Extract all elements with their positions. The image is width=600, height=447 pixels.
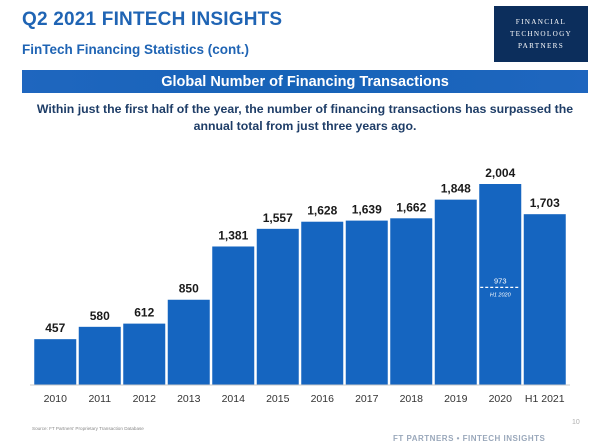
bar-value-label: 1,703 (530, 196, 560, 210)
x-tick-label: 2015 (266, 393, 290, 405)
footer-brand: FT PARTNERS • FINTECH INSIGHTS (393, 434, 546, 443)
source-note: Source: FT Partners' Proprietary Transac… (32, 426, 144, 431)
bar (123, 323, 166, 385)
bar-value-label: 457 (45, 321, 65, 335)
chart-note-line: Within just the first half of the year, … (36, 102, 574, 116)
bar-value-label: 1,639 (352, 203, 382, 217)
bar (78, 326, 121, 385)
x-tick-label: 2018 (400, 393, 424, 405)
logo-line: FINANCIAL (515, 18, 567, 26)
logo-line: TECHNOLOGY (509, 30, 573, 38)
page-subtitle: FinTech Financing Statistics (cont.) (22, 42, 250, 57)
x-tick-label: 2013 (177, 393, 201, 405)
x-tick-label: 2012 (133, 393, 157, 405)
bar (212, 246, 255, 385)
x-tick-label: 2014 (222, 393, 246, 405)
chart-banner: Global Number of Financing Transactions (22, 70, 588, 93)
bar-value-label: 1,628 (307, 204, 337, 218)
bar (301, 221, 344, 385)
bar-value-label: 1,381 (218, 228, 248, 242)
bar (256, 228, 299, 385)
bar-value-label: 1,662 (396, 200, 426, 214)
chart-note: Within just the first half of the year, … (22, 101, 588, 135)
chart-banner-label: Global Number of Financing Transactions (161, 73, 449, 90)
bar (523, 214, 566, 385)
company-logo: FINANCIAL TECHNOLOGY PARTNERS (494, 6, 588, 62)
bar-value-label: 1,557 (263, 211, 293, 225)
bar (34, 339, 77, 385)
x-tick-label: 2020 (489, 393, 513, 405)
bar (479, 184, 522, 385)
bar-value-label: 850 (179, 282, 199, 296)
x-tick-label: 2011 (88, 393, 111, 405)
page-title: Q2 2021 FINTECH INSIGHTS (22, 9, 283, 30)
bar-value-label: 1,848 (441, 182, 471, 196)
x-tick-label: 2016 (311, 393, 335, 405)
bar-value-label: 612 (134, 306, 154, 320)
page-number: 10 (572, 419, 580, 426)
x-tick-label: H1 2021 (525, 393, 565, 405)
chart-note-line: annual total from just three years ago. (193, 119, 417, 133)
x-tick-label: 2017 (355, 393, 379, 405)
bar-value-label: 580 (90, 309, 110, 323)
annotation-sub-label: H1 2020 (490, 292, 512, 298)
x-tick-label: 2019 (444, 393, 468, 405)
x-tick-label: 2010 (44, 393, 68, 405)
bar (345, 220, 388, 385)
bar (390, 218, 433, 385)
bar-value-label: 2,004 (485, 166, 515, 180)
bar (167, 299, 210, 385)
bar (434, 199, 477, 385)
annotation-value-label: 973 (494, 276, 507, 285)
logo-line: PARTNERS (517, 42, 565, 50)
